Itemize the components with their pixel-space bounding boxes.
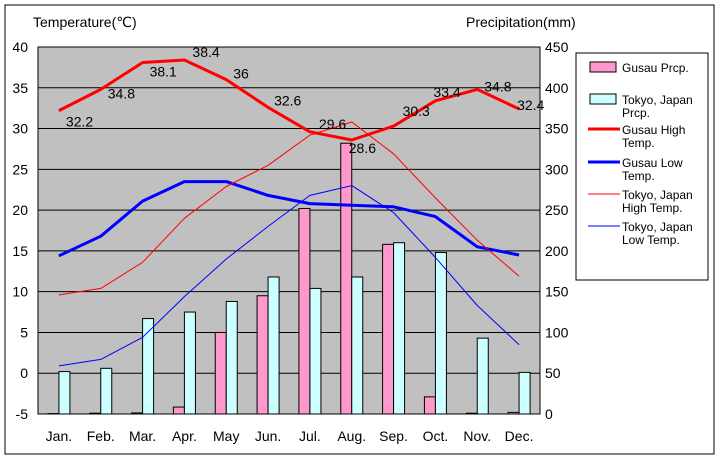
series-line-gusau-high-temp: [58, 58, 520, 142]
x-tick-label: Jul.: [299, 428, 321, 444]
legend-tokyo-prcp-label: Tokyo, Japan Prcp.: [622, 93, 693, 120]
data-label-gusau-high: 34.8: [108, 85, 135, 101]
legend-gusau-prcp-label: Gusau Prcp.: [622, 61, 689, 75]
data-label-gusau-high: 29.6: [319, 116, 346, 132]
x-tick-label: Apr.: [172, 428, 197, 444]
y-left-tick-label: 10: [12, 284, 28, 300]
y-left-axis-title: Temperature(℃): [33, 14, 137, 30]
x-tick-label: Mar.: [129, 428, 156, 444]
y-right-tick-label: 200: [545, 243, 569, 259]
bar-tokyo-prcp: [393, 242, 406, 415]
bar-tokyo-prcp: [351, 276, 364, 415]
x-tick-label: Nov.: [463, 428, 491, 444]
legend-tokyo-low-label: Tokyo, Japan Low Temp.: [622, 220, 693, 247]
x-tick-label: May: [213, 428, 239, 444]
bar-tokyo-prcp: [267, 276, 280, 415]
x-tick-label: Dec.: [505, 428, 534, 444]
legend-gusau-high-label: Gusau High Temp.: [622, 123, 685, 150]
bar-tokyo-prcp: [476, 337, 489, 415]
bar-gusau-prcp: [423, 396, 436, 415]
legend-tokyo-prcp-swatch: [589, 93, 617, 105]
bar-gusau-prcp: [340, 142, 353, 415]
bar-tokyo-prcp: [142, 318, 155, 415]
x-tick-label: Jun.: [255, 428, 281, 444]
y-right-tick-label: 400: [545, 80, 569, 96]
x-tick-label: Sep.: [379, 428, 408, 444]
data-label-gusau-high: 33.4: [433, 84, 460, 100]
series-line-tokyo-japan-low-temp: [58, 185, 520, 367]
x-tick-label: Jan.: [46, 428, 72, 444]
y-left-tick-label: 20: [12, 202, 28, 218]
y-right-tick-label: 100: [545, 324, 569, 340]
bar-gusau-prcp: [256, 295, 269, 415]
bar-gusau-prcp: [382, 243, 395, 415]
y-right-tick-label: 350: [545, 121, 569, 137]
y-right-tick-label: 50: [545, 365, 561, 381]
y-left-tick-label: -5: [16, 406, 29, 422]
bar-tokyo-prcp: [58, 371, 71, 415]
y-left-tick-label: 35: [12, 80, 28, 96]
bar-tokyo-prcp: [183, 311, 196, 415]
bar-tokyo-prcp: [100, 367, 113, 415]
bar-gusau-prcp: [298, 207, 311, 415]
y-right-tick-label: 0: [545, 406, 553, 422]
data-label-gusau-high: 32.6: [274, 92, 301, 108]
y-left-tick-label: 30: [12, 121, 28, 137]
x-tick-label: Feb.: [87, 428, 115, 444]
series-line-gusau-low-temp: [58, 180, 520, 258]
y-left-tick-label: 15: [12, 243, 28, 259]
y-right-axis-title: Precipitation(mm): [466, 14, 576, 30]
bar-tokyo-prcp: [225, 300, 238, 415]
data-label-gusau-high: 38.4: [192, 44, 219, 60]
bar-tokyo-prcp: [309, 287, 322, 415]
plot-border: [37, 46, 541, 415]
bar-gusau-prcp: [214, 331, 227, 415]
y-left-tick-label: 0: [20, 365, 28, 381]
y-left-tick-label: 40: [12, 39, 28, 55]
data-label-gusau-high: 36: [233, 66, 249, 82]
series-line-tokyo-japan-high-temp: [58, 121, 520, 296]
data-label-gusau-high: 28.6: [349, 140, 376, 156]
legend-gusau-low-label: Gusau Low Temp.: [622, 156, 683, 183]
bar-gusau-prcp: [172, 406, 185, 415]
y-right-tick-label: 250: [545, 202, 569, 218]
y-left-tick-label: 5: [20, 324, 28, 340]
y-right-tick-label: 300: [545, 161, 569, 177]
data-label-gusau-high: 30.3: [403, 103, 430, 119]
data-label-gusau-high: 32.4: [517, 97, 544, 113]
x-tick-label: Oct.: [423, 428, 449, 444]
legend-gusau-prcp-swatch: [589, 61, 617, 73]
y-right-tick-label: 450: [545, 39, 569, 55]
data-label-gusau-high: 32.2: [66, 114, 93, 130]
y-right-tick-label: 150: [545, 284, 569, 300]
y-left-tick-label: 25: [12, 161, 28, 177]
data-label-gusau-high: 34.8: [484, 78, 511, 94]
data-label-gusau-high: 38.1: [150, 63, 177, 79]
bar-tokyo-prcp: [434, 252, 447, 415]
legend-tokyo-high-label: Tokyo, Japan High Temp.: [622, 188, 693, 215]
bar-tokyo-prcp: [518, 371, 531, 415]
x-tick-label: Aug.: [337, 428, 366, 444]
legend-box: [575, 52, 709, 281]
